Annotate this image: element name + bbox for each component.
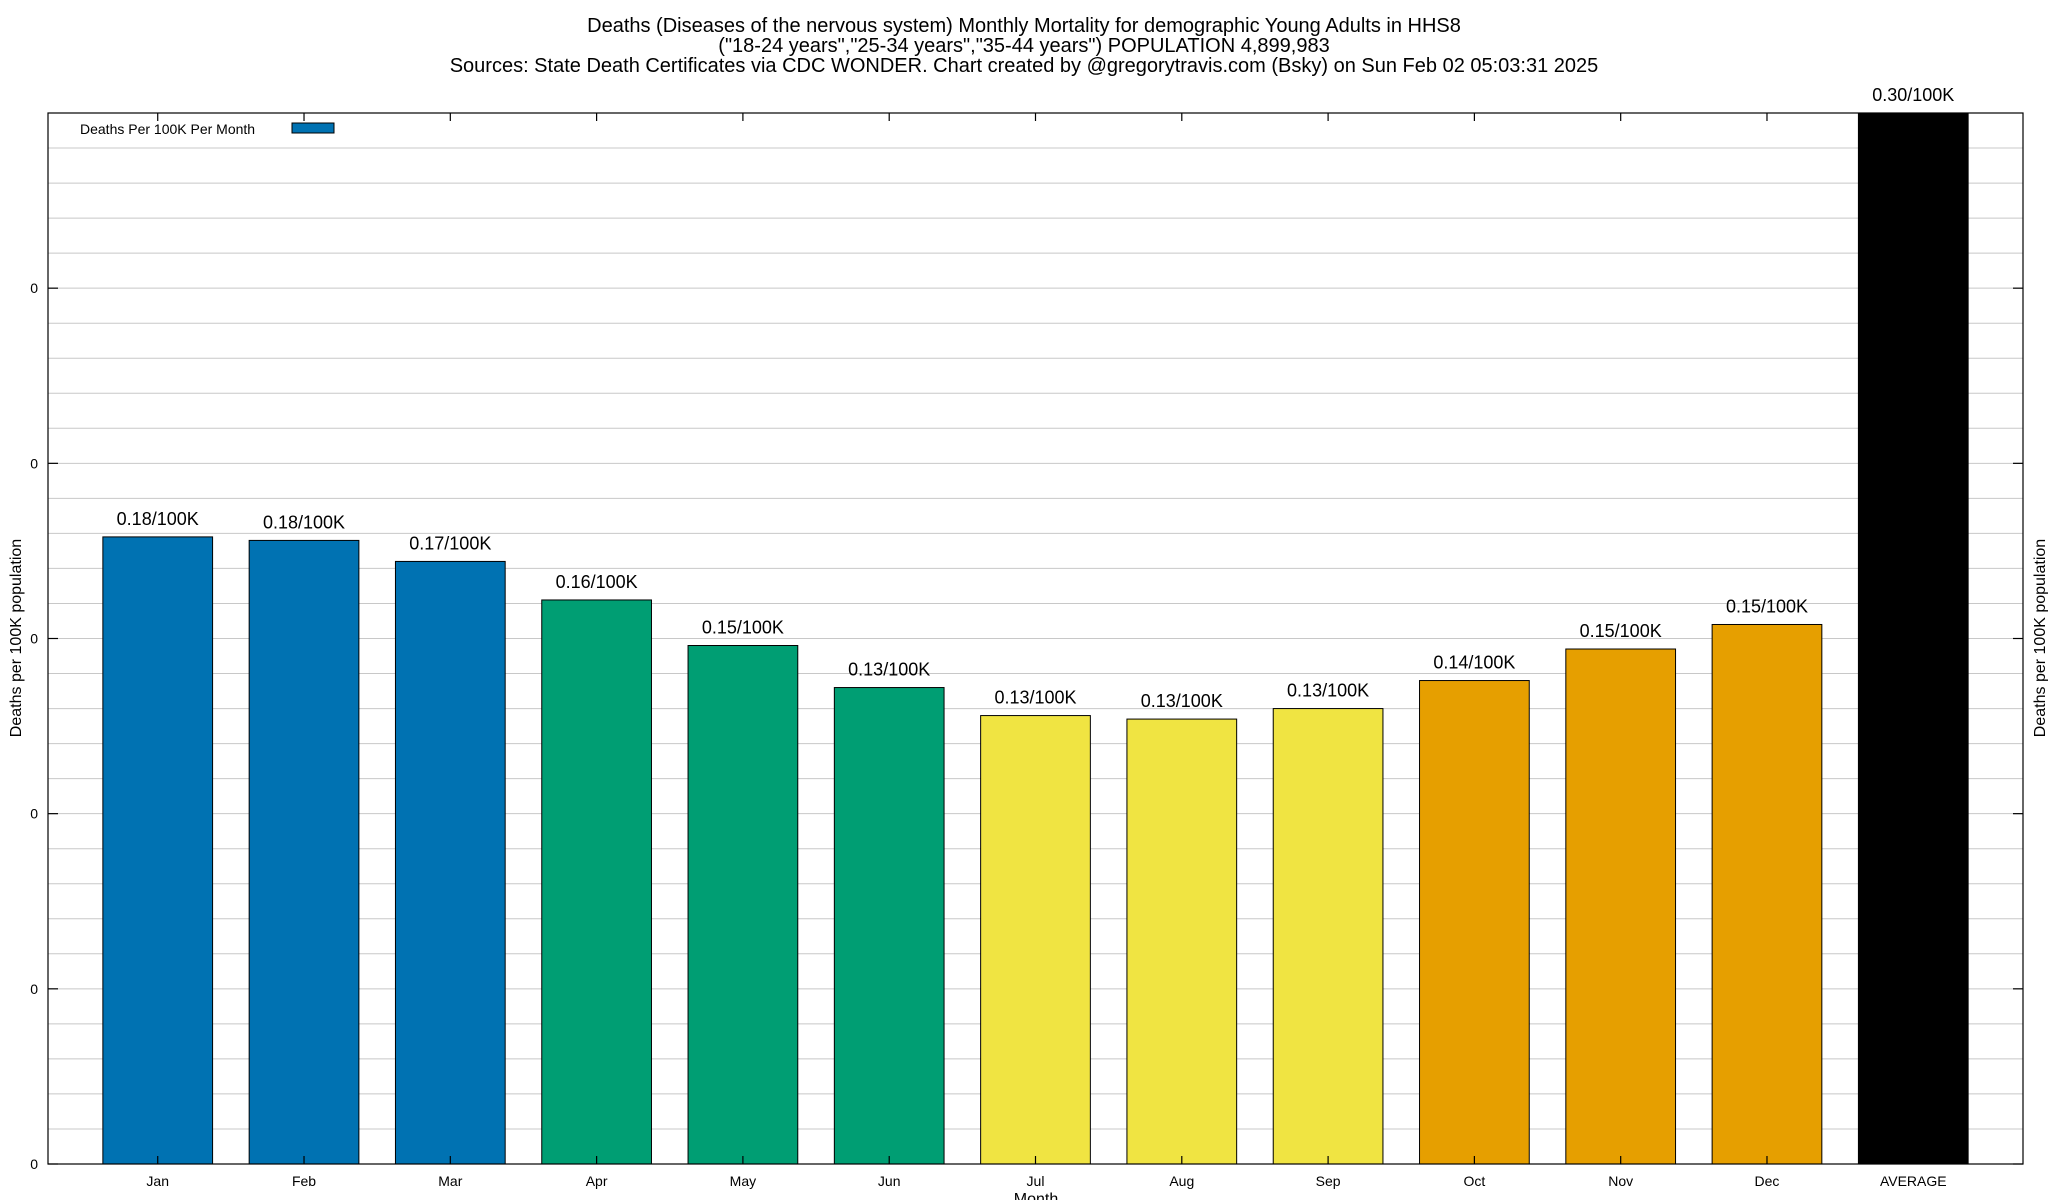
y-tick-label: 0 (30, 455, 38, 471)
y-tick-label: 0 (30, 631, 38, 647)
x-tick-label-jan: Jan (146, 1173, 169, 1189)
x-tick-label-aug: Aug (1169, 1173, 1194, 1189)
bar-jan (102, 536, 214, 1165)
data-label-average: 0.30/100K (1872, 85, 1954, 105)
data-label-jun: 0.13/100K (848, 660, 930, 680)
bar-feb (248, 539, 360, 1165)
data-label-jul: 0.13/100K (994, 688, 1076, 708)
x-tick-label-may: May (730, 1173, 756, 1189)
data-label-jan: 0.18/100K (117, 509, 199, 529)
axis-ticks: 0 0 0 0 0 0 Jan Feb Mar Apr May Jun Jul Aug Sep Oct Nov D… (30, 113, 2023, 1189)
chart-title: Deaths (Diseases of the nervous system) … (450, 15, 1599, 77)
data-label-feb: 0.18/100K (263, 512, 345, 532)
data-label-nov: 0.15/100K (1580, 621, 1662, 641)
data-label-oct: 0.14/100K (1433, 653, 1515, 673)
data-label-mar: 0.17/100K (409, 533, 491, 553)
data-label-may: 0.15/100K (702, 618, 784, 638)
bar-apr (541, 599, 652, 1165)
x-tick-label-jun: Jun (878, 1173, 901, 1189)
y-tick-label: 0 (30, 806, 38, 822)
x-tick-label-oct: Oct (1463, 1173, 1485, 1189)
data-label-aug: 0.13/100K (1141, 691, 1223, 711)
data-labels: 0.18/100K 0.18/100K 0.17/100K 0.16/100K 0.15… (117, 85, 1955, 711)
y-tick-label: 0 (30, 280, 38, 296)
title-line-2: ("18-24 years","25-34 years","35-44 year… (718, 35, 1329, 57)
bar-may (687, 645, 799, 1165)
x-tick-label-nov: Nov (1608, 1173, 1633, 1189)
data-label-apr: 0.16/100K (556, 572, 638, 592)
bar-nov (1565, 648, 1677, 1165)
y-axis-label-right: Deaths per 100K population (2032, 539, 2048, 737)
x-tick-label-average: AVERAGE (1880, 1173, 1947, 1189)
bar-sep (1272, 708, 1384, 1165)
bar-dec (1711, 623, 1823, 1165)
bar-aug (1126, 718, 1238, 1165)
grid-lines (48, 147, 2023, 1130)
title-line-1: Deaths (Diseases of the nervous system) … (587, 15, 1461, 37)
y-axis-label-left: Deaths per 100K population (8, 539, 25, 737)
bar-jul (980, 715, 1091, 1165)
y-tick-label: 0 (30, 981, 38, 997)
bar-average (1857, 112, 1969, 1165)
x-tick-label-mar: Mar (438, 1173, 462, 1189)
bars (102, 112, 1969, 1165)
x-tick-label-jul: Jul (1027, 1173, 1045, 1189)
x-tick-label-sep: Sep (1316, 1173, 1341, 1189)
x-tick-label-dec: Dec (1755, 1173, 1780, 1189)
legend-swatch (291, 122, 335, 134)
bar-oct (1419, 680, 1530, 1165)
title-line-3: Sources: State Death Certificates via CD… (450, 55, 1599, 77)
data-label-dec: 0.15/100K (1726, 596, 1808, 616)
bar-jun (833, 687, 945, 1165)
bar-mar (394, 560, 506, 1165)
x-tick-label-feb: Feb (292, 1173, 316, 1189)
data-label-sep: 0.13/100K (1287, 681, 1369, 701)
x-tick-label-apr: Apr (586, 1173, 608, 1189)
legend: Deaths Per 100K Per Month (80, 121, 335, 137)
x-axis-label: Month (1014, 1191, 1058, 1200)
y-tick-label: 0 (30, 1156, 38, 1172)
legend-label: Deaths Per 100K Per Month (80, 121, 255, 137)
